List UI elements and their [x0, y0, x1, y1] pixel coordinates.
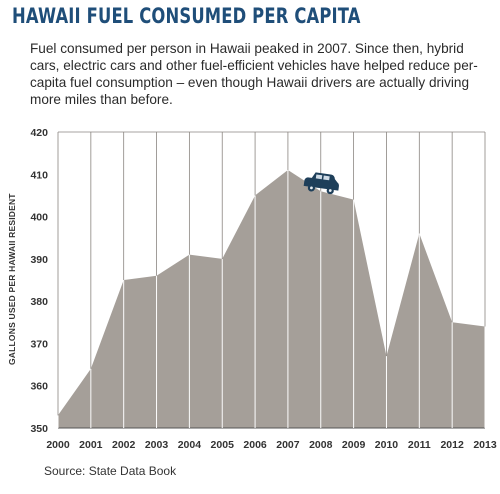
chart-subtitle: Fuel consumed per person in Hawaii peake…: [30, 41, 478, 107]
x-tick-label-2005: 2005: [211, 439, 235, 451]
x-tick-label-2001: 2001: [79, 439, 103, 451]
y-tick-label-400: 400: [30, 212, 48, 224]
x-tick-label-2013: 2013: [473, 439, 497, 451]
source-note: Source: State Data Book: [44, 464, 177, 478]
x-tick-label-2008: 2008: [309, 439, 333, 451]
x-tick-label-2012: 2012: [440, 439, 464, 451]
x-tick-label-2004: 2004: [178, 439, 202, 451]
x-tick-label-2009: 2009: [342, 439, 366, 451]
y-tick-label-380: 380: [30, 296, 48, 308]
area-series: [58, 170, 485, 428]
chart-title: HAWAII FUEL CONSUMED PER CAPITA: [12, 4, 361, 28]
y-tick-label-410: 410: [30, 169, 48, 181]
y-tick-label-370: 370: [30, 338, 48, 350]
x-tick-label-2002: 2002: [112, 439, 136, 451]
x-tick-label-2003: 2003: [145, 439, 169, 451]
y-tick-label-420: 420: [30, 127, 48, 139]
y-tick-label-390: 390: [30, 254, 48, 266]
area-chart: 350 360 370 380 390 400 410 420 2000 2001 2002 2003…: [30, 127, 497, 451]
y-tick-label-350: 350: [30, 423, 48, 435]
x-tick-label-2011: 2011: [408, 439, 431, 451]
x-tick-label-2000: 2000: [46, 439, 70, 451]
x-tick-label-2007: 2007: [276, 439, 300, 451]
y-axis-label: GALLONS USED PER HAWAII RESIDENT: [7, 193, 17, 365]
car-icon: [303, 172, 339, 195]
x-tick-label-2010: 2010: [375, 439, 399, 451]
y-tick-label-360: 360: [30, 381, 48, 393]
x-tick-label-2006: 2006: [243, 439, 267, 451]
